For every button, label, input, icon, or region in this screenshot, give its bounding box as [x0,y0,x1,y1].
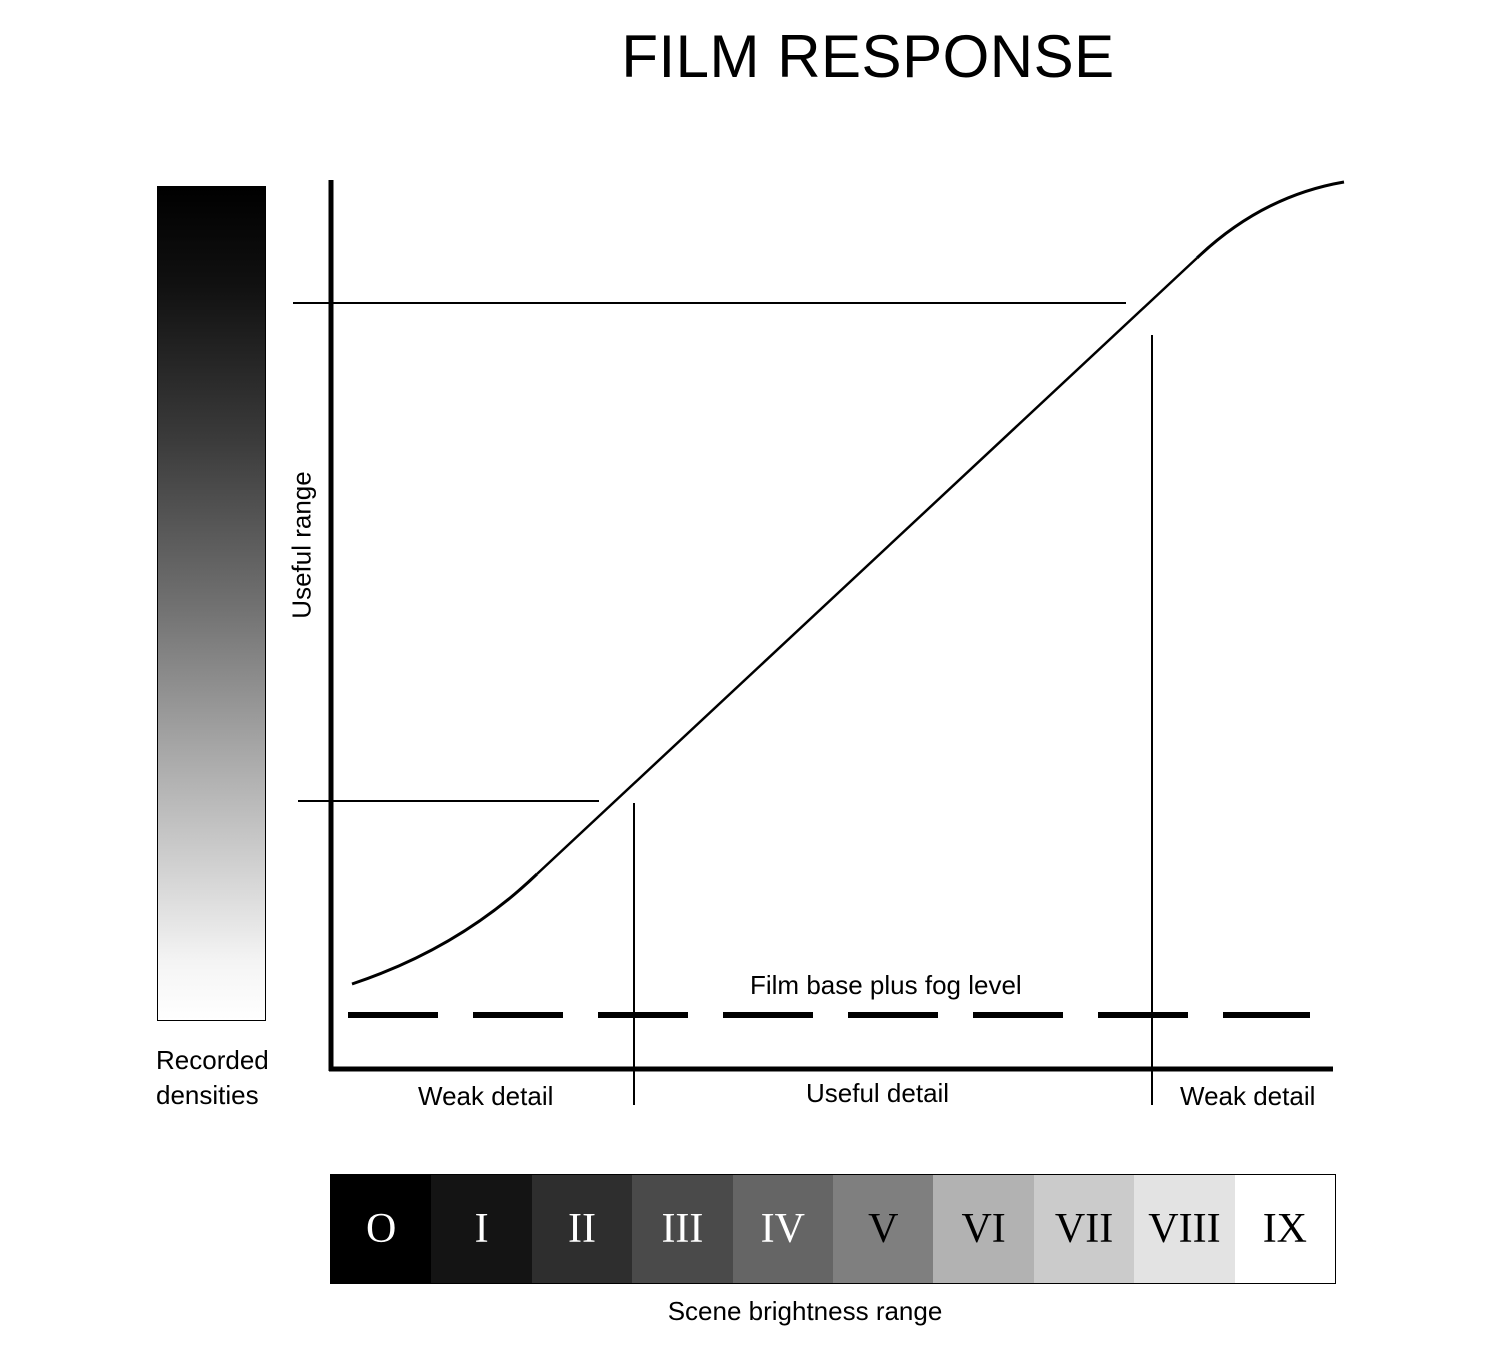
zone-cell-9: IX [1234,1175,1336,1283]
useful-detail-label: Useful detail [806,1078,950,1108]
recorded-densities-label-line2: densities [156,1080,259,1110]
useful-range-label: Useful range [286,471,317,619]
scene-brightness-label: Scene brightness range [667,1296,943,1326]
zone-cell-4: IV [732,1175,834,1283]
zone-label: VI [961,1206,1006,1252]
zone-cell-1: I [431,1175,532,1283]
zone-label: IX [1262,1206,1308,1252]
zone-label: VII [1054,1206,1114,1252]
recorded-densities-label-line1: Recorded [156,1045,269,1075]
zone-label: II [568,1206,596,1252]
zone-cell-0: O [331,1175,432,1283]
recorded-density-gradient-bar [157,186,266,1021]
zone-cell-3: III [632,1175,733,1283]
zone-scale: O I II III IV V VI VII VIII IX [330,1174,1336,1284]
zone-label: O [366,1206,397,1252]
weak-detail-right-label: Weak detail [1180,1081,1316,1111]
characteristic-curve-toe [351,872,539,986]
fog-level-label: Film base plus fog level [750,970,1022,1000]
zone-cell-5: V [833,1175,934,1283]
zone-label: V [868,1206,899,1252]
zone-cell-8: VIII [1134,1175,1235,1283]
zone-cell-2: II [531,1175,633,1283]
characteristic-curve-shoulder [1195,180,1345,260]
characteristic-curve-straight [536,257,1198,875]
zone-cell-6: VI [933,1175,1034,1283]
zone-cell-7: VII [1033,1175,1135,1283]
recorded-densities-label: Recorded densities [156,1043,269,1113]
diagram-title: FILM RESPONSE [621,23,1115,90]
zone-label: VIII [1148,1206,1221,1252]
zone-label: IV [760,1206,805,1252]
weak-detail-left-label: Weak detail [418,1081,554,1111]
zone-label: I [474,1206,489,1252]
zone-label: III [661,1206,704,1252]
